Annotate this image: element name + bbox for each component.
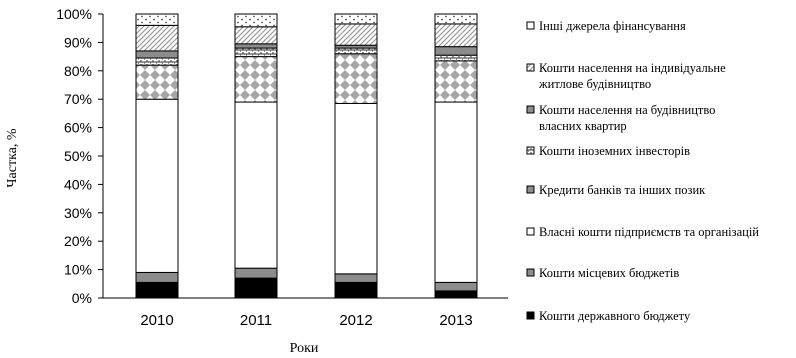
legend-swatch	[526, 227, 535, 236]
legend-swatch	[526, 63, 535, 72]
bar-segment	[334, 23, 378, 46]
y-tick-label: 20%	[64, 233, 92, 249]
x-tick-label: 2010	[140, 312, 173, 329]
bar-segment	[234, 43, 278, 49]
legend-label: Кошти державного бюджету	[539, 309, 691, 323]
bar-segment	[135, 57, 179, 66]
legend-label: Кошти місцевих бюджетів	[539, 266, 679, 280]
legend-label: власних квартир	[539, 119, 627, 133]
y-tick-label: 40%	[64, 176, 92, 192]
x-tick-label: 2013	[439, 312, 472, 329]
bar-segment	[135, 50, 179, 59]
bar-segment	[334, 13, 378, 25]
y-axis-tick-labels: 0% 10% 20% 30% 40% 50% 60% 70% 80% 90% 100%	[56, 6, 92, 306]
legend-label: Кошти населення на будівництво	[539, 103, 715, 117]
y-tick-label: 30%	[64, 205, 92, 221]
bar-segment	[434, 46, 478, 56]
bar-segment	[234, 13, 278, 28]
legend-label: Інші джерела фінансування	[539, 19, 686, 33]
bar-segment	[135, 98, 179, 273]
bar-segment	[434, 290, 478, 299]
x-tick-label: 2011	[240, 312, 272, 329]
bar-segment	[434, 101, 478, 283]
bar-segment	[135, 24, 179, 52]
legend-label: Кредити банків та інших позик	[539, 183, 706, 197]
legend: Інші джерела фінансування Кошти населення…	[526, 19, 759, 323]
x-axis-title: Роки	[290, 341, 319, 356]
bar-segment	[334, 53, 378, 104]
bar-segment	[434, 60, 478, 103]
bar-segment	[334, 281, 378, 299]
y-tick-label: 60%	[64, 120, 92, 136]
y-tick-label: 80%	[64, 63, 92, 79]
bar-segment	[234, 56, 278, 103]
legend-label: Кошти іноземних інвесторів	[539, 144, 690, 158]
x-tick-label: 2012	[339, 312, 372, 329]
legend-swatch	[526, 21, 535, 30]
bar-segment	[135, 13, 179, 26]
legend-label: житлове будівництво	[538, 77, 651, 91]
bar-segment	[434, 54, 478, 62]
bar-segment	[434, 13, 478, 25]
bar-segment	[334, 102, 378, 275]
bars-group	[135, 13, 478, 299]
legend-label: Власні кошти підприємств та організацій	[539, 225, 759, 239]
legend-swatch	[526, 268, 535, 277]
bar-segment	[234, 26, 278, 45]
bar-segment	[334, 47, 378, 55]
bar-segment	[434, 281, 478, 292]
bar-segment	[135, 271, 179, 283]
bar-segment	[234, 277, 278, 299]
y-tick-label: 10%	[64, 262, 92, 278]
legend-swatch	[526, 185, 535, 194]
legend-swatch	[526, 311, 535, 320]
y-tick-label: 90%	[64, 34, 92, 50]
y-tick-label: 50%	[64, 148, 92, 164]
bar-segment	[135, 64, 179, 100]
y-tick-label: 100%	[56, 6, 92, 22]
y-tick-label: 0%	[72, 290, 92, 306]
legend-label: Кошти населення на індивідуальне	[539, 61, 726, 75]
legend-swatch	[526, 146, 535, 155]
y-tick-label: 70%	[64, 91, 92, 107]
bar-segment	[334, 273, 378, 283]
bar-segment	[135, 281, 179, 299]
bar-segment	[434, 23, 478, 48]
bar-segment	[234, 267, 278, 279]
x-axis-tick-labels: 2010 2011 2012 2013	[140, 312, 472, 329]
legend-swatch	[526, 105, 535, 114]
y-axis-title: Частка, %	[5, 128, 20, 187]
bar-segment	[234, 101, 278, 269]
bar-segment	[234, 47, 278, 58]
